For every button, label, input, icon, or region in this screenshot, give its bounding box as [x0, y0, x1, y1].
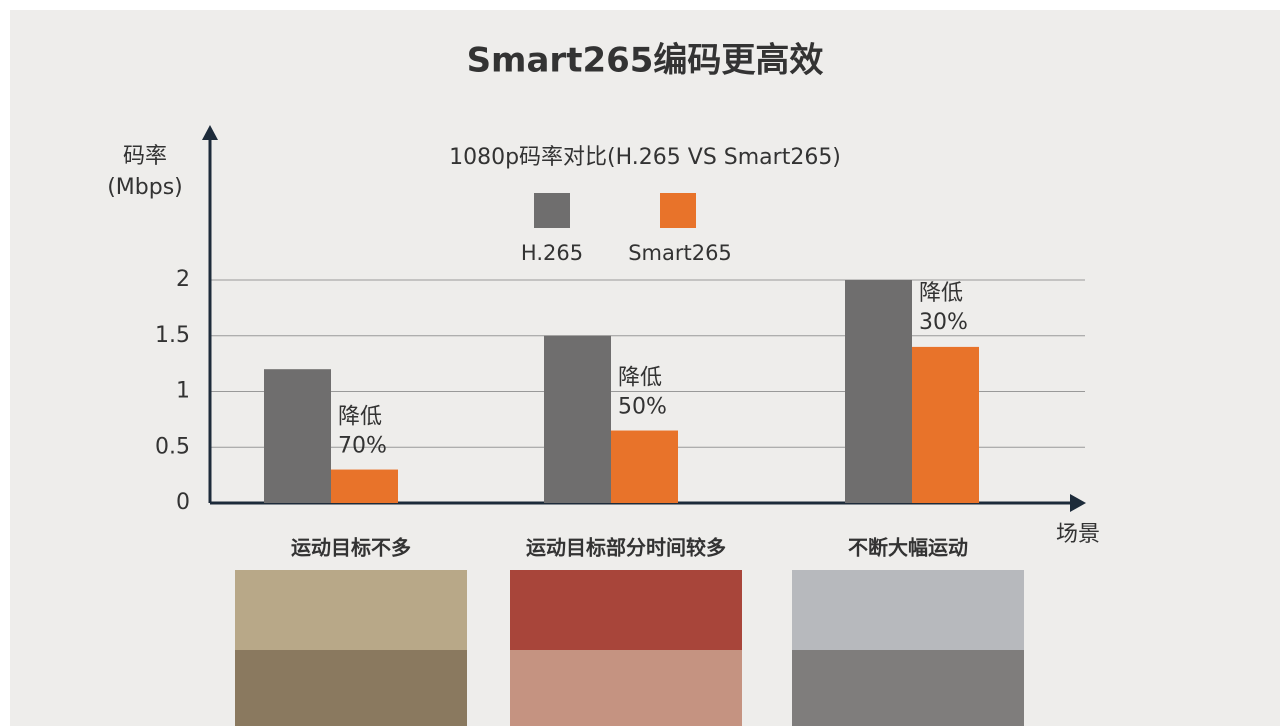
bar — [264, 369, 331, 503]
scene-photo-detail — [510, 650, 742, 726]
bar — [331, 469, 398, 503]
annotation: 50% — [618, 395, 667, 420]
y-axis-label: 码率 — [123, 144, 167, 169]
legend-swatch — [534, 193, 570, 228]
bar — [912, 346, 979, 503]
y-tick-label: 0 — [176, 490, 190, 515]
legend-swatch — [660, 193, 696, 228]
legend-label: Smart265 — [628, 241, 732, 265]
y-tick-label: 0.5 — [155, 434, 190, 459]
x-tick-label: 运动目标不多 — [291, 536, 411, 560]
x-axis-label: 场景 — [1056, 522, 1100, 547]
annotation: 降低 — [618, 366, 662, 391]
annotation: 30% — [919, 310, 968, 335]
legend-label: H.265 — [521, 241, 583, 265]
chart-title: Smart265编码更高效 — [467, 41, 824, 81]
bar — [544, 335, 611, 503]
y-axis-arrow — [202, 125, 218, 140]
scene-photo-detail — [792, 650, 1024, 726]
annotation: 降低 — [338, 405, 382, 430]
chart-subtitle: 1080p码率对比(H.265 VS Smart265) — [449, 145, 841, 170]
x-axis-arrow — [1070, 494, 1086, 512]
x-tick-label: 不断大幅运动 — [848, 536, 968, 560]
y-tick-label: 1.5 — [155, 323, 190, 348]
annotation: 70% — [338, 434, 387, 459]
y-tick-label: 1 — [176, 379, 190, 404]
annotation: 降低 — [919, 281, 963, 306]
bar — [845, 280, 912, 503]
x-tick-label: 运动目标部分时间较多 — [526, 536, 726, 560]
bar — [611, 430, 678, 503]
y-tick-label: 2 — [176, 267, 190, 292]
y-axis-label: (Mbps) — [107, 175, 183, 200]
scene-photo-detail — [235, 650, 467, 726]
